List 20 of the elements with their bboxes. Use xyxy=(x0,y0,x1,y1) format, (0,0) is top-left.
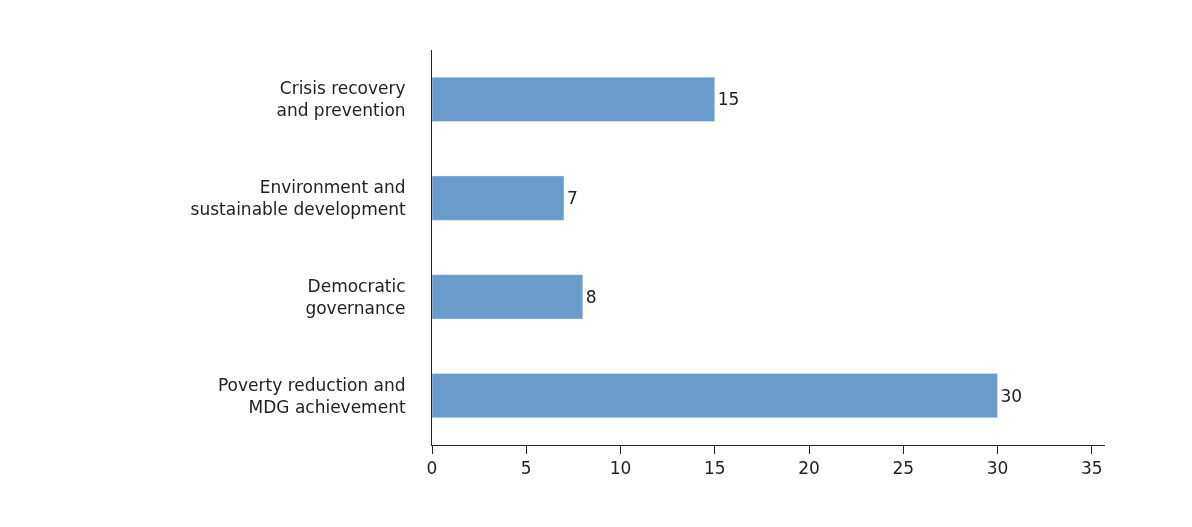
x-tick-label: 10 xyxy=(609,458,632,479)
bar xyxy=(432,274,584,320)
x-tick-label: 5 xyxy=(520,458,532,479)
bar xyxy=(432,373,998,419)
x-tick-label: 25 xyxy=(892,458,915,479)
data-label: 7 xyxy=(566,188,578,209)
x-tick-label: 20 xyxy=(798,458,820,479)
x-tick-label: 15 xyxy=(703,458,726,479)
y-tick-label: Crisis recovery and prevention xyxy=(276,78,406,121)
data-label: 30 xyxy=(1000,385,1023,406)
x-tick-label: 35 xyxy=(1080,458,1103,479)
x-tick-label: 30 xyxy=(986,458,1009,479)
x-tick-label: 0 xyxy=(426,458,438,479)
y-tick-label: Poverty reduction and MDG achievement xyxy=(217,374,406,417)
bar xyxy=(432,76,716,122)
data-label: 15 xyxy=(717,89,740,110)
bar xyxy=(432,175,565,221)
data-label: 8 xyxy=(585,286,597,307)
y-tick-label: Environment and sustainable development xyxy=(190,177,406,220)
y-tick-label: Democratic governance xyxy=(305,275,406,318)
